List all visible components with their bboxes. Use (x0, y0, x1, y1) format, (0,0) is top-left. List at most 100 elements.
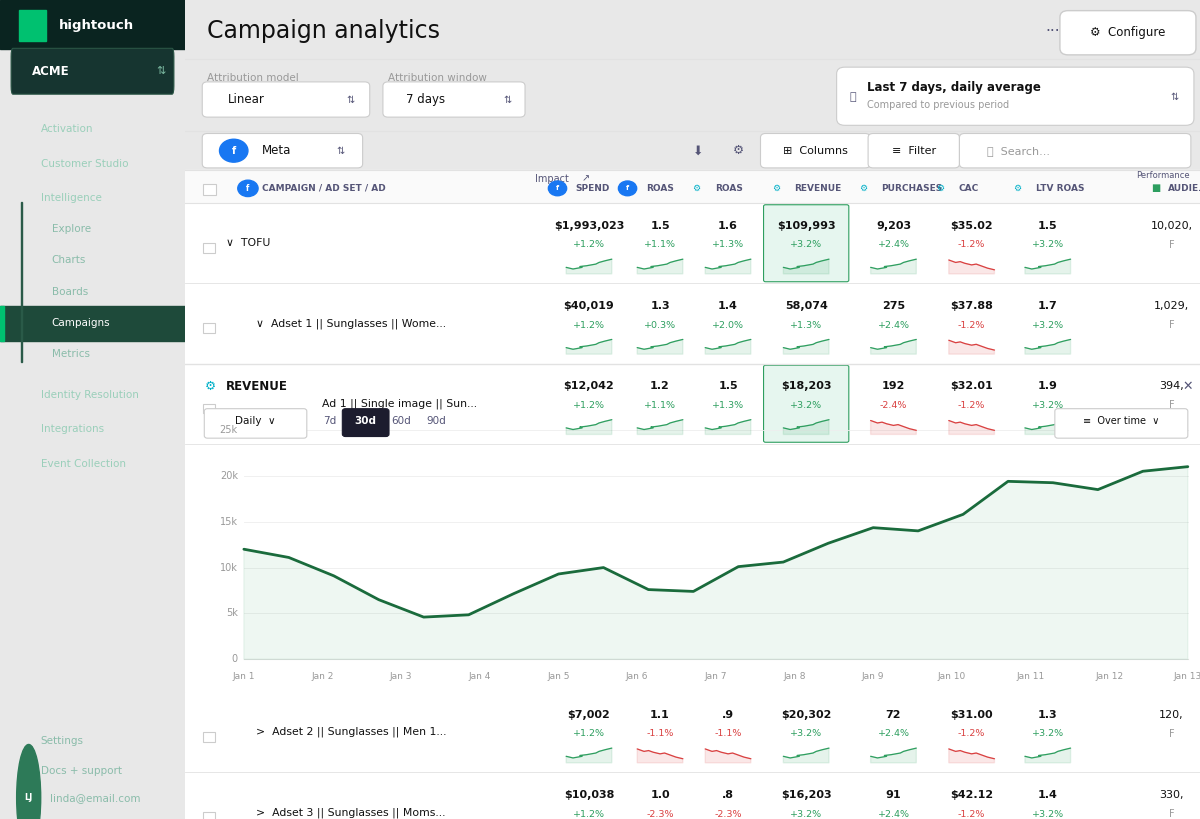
Polygon shape (784, 419, 829, 434)
Text: 20k: 20k (220, 471, 238, 481)
Text: 5k: 5k (226, 609, 238, 618)
Text: Jan 5: Jan 5 (547, 672, 570, 681)
FancyBboxPatch shape (836, 67, 1194, 125)
Text: Daily  ∨: Daily ∨ (235, 416, 275, 426)
Text: Attribution window: Attribution window (388, 73, 487, 83)
Polygon shape (706, 339, 751, 354)
Text: .9: .9 (722, 709, 734, 720)
Text: ⬇: ⬇ (694, 144, 704, 157)
Text: 7d: 7d (324, 416, 337, 426)
Bar (185, 170, 1200, 203)
Text: F: F (1169, 240, 1175, 250)
Text: Settings: Settings (41, 736, 84, 746)
Text: 1.1: 1.1 (650, 709, 670, 720)
Text: Jan 8: Jan 8 (784, 672, 805, 681)
Text: ⚙: ⚙ (772, 184, 780, 192)
FancyBboxPatch shape (342, 409, 389, 437)
Text: -1.2%: -1.2% (958, 809, 985, 818)
Bar (0, 0, 185, 49)
Polygon shape (784, 339, 829, 354)
Text: Impact: Impact (535, 174, 569, 183)
Text: +1.1%: +1.1% (644, 240, 676, 249)
Polygon shape (706, 419, 751, 434)
Text: 0: 0 (232, 654, 238, 664)
Polygon shape (871, 420, 917, 434)
Text: F: F (1169, 729, 1175, 739)
Text: F: F (1169, 320, 1175, 330)
FancyBboxPatch shape (868, 133, 960, 168)
Text: 58,074: 58,074 (785, 301, 828, 311)
Text: +2.0%: +2.0% (712, 320, 744, 329)
Text: -1.2%: -1.2% (958, 729, 985, 738)
Text: ⚙  Configure: ⚙ Configure (1091, 26, 1165, 39)
Text: +3.2%: +3.2% (1032, 809, 1064, 818)
Text: Linear: Linear (228, 93, 264, 106)
Polygon shape (566, 339, 612, 354)
Text: 🔍  Search...: 🔍 Search... (986, 146, 1050, 156)
FancyBboxPatch shape (960, 133, 1190, 168)
Text: 1,029,: 1,029, (1154, 301, 1189, 311)
Polygon shape (784, 748, 829, 762)
FancyBboxPatch shape (203, 133, 362, 168)
Text: Last 7 days, daily average: Last 7 days, daily average (868, 81, 1040, 94)
Text: 🗓: 🗓 (850, 92, 856, 102)
Text: 1.4: 1.4 (1038, 790, 1057, 800)
Text: 1.3: 1.3 (1038, 709, 1057, 720)
Text: LJ: LJ (24, 794, 32, 802)
Text: $7,002: $7,002 (568, 709, 611, 720)
Bar (0, 306, 4, 341)
Polygon shape (871, 748, 917, 762)
Text: ✕: ✕ (1182, 380, 1193, 393)
Polygon shape (949, 260, 995, 274)
Polygon shape (871, 259, 917, 274)
Text: -2.3%: -2.3% (714, 809, 742, 818)
Text: Jan 12: Jan 12 (1096, 672, 1123, 681)
Polygon shape (871, 339, 917, 354)
Text: +3.2%: +3.2% (1032, 240, 1064, 249)
Text: hightouch: hightouch (59, 19, 134, 32)
Text: f: f (246, 184, 250, 192)
Text: 1.4: 1.4 (718, 301, 738, 311)
Text: +3.2%: +3.2% (1032, 400, 1064, 410)
Polygon shape (1025, 419, 1070, 434)
Circle shape (548, 181, 566, 196)
Polygon shape (637, 419, 683, 434)
Text: $10,038: $10,038 (564, 790, 614, 800)
FancyBboxPatch shape (204, 409, 307, 438)
Text: Activation: Activation (41, 124, 94, 134)
Bar (185, 364, 1200, 444)
Text: ⚙: ⚙ (936, 184, 944, 192)
Text: Jan 7: Jan 7 (704, 672, 727, 681)
Text: REVENUE: REVENUE (226, 380, 288, 393)
FancyBboxPatch shape (763, 365, 848, 442)
Text: -1.2%: -1.2% (958, 320, 985, 329)
Bar (18, 10, 47, 41)
Text: Boards: Boards (52, 287, 88, 296)
Bar (203, 812, 216, 819)
Polygon shape (784, 259, 829, 274)
Text: $31.00: $31.00 (950, 709, 992, 720)
Text: Performance: Performance (1136, 171, 1190, 179)
Text: 1.6: 1.6 (718, 220, 738, 231)
Text: +2.4%: +2.4% (877, 240, 910, 249)
Text: SPEND: SPEND (576, 184, 610, 192)
Text: +1.2%: +1.2% (572, 809, 605, 818)
Bar (185, 203, 1200, 283)
Polygon shape (637, 339, 683, 354)
Bar (203, 324, 216, 333)
FancyBboxPatch shape (203, 82, 370, 117)
Text: $109,993: $109,993 (776, 220, 835, 231)
Text: +2.4%: +2.4% (877, 320, 910, 329)
Polygon shape (637, 749, 683, 762)
Text: 15k: 15k (220, 517, 238, 527)
Text: ···: ··· (1045, 24, 1060, 38)
Text: 25k: 25k (220, 425, 238, 435)
Text: 1.7: 1.7 (1038, 301, 1057, 311)
FancyBboxPatch shape (1060, 11, 1196, 55)
FancyBboxPatch shape (383, 82, 526, 117)
Text: +1.2%: +1.2% (572, 320, 605, 329)
Text: 1.9: 1.9 (1038, 381, 1057, 391)
Bar (203, 184, 216, 195)
Text: -1.2%: -1.2% (958, 400, 985, 410)
Text: Compared to previous period: Compared to previous period (868, 100, 1009, 110)
